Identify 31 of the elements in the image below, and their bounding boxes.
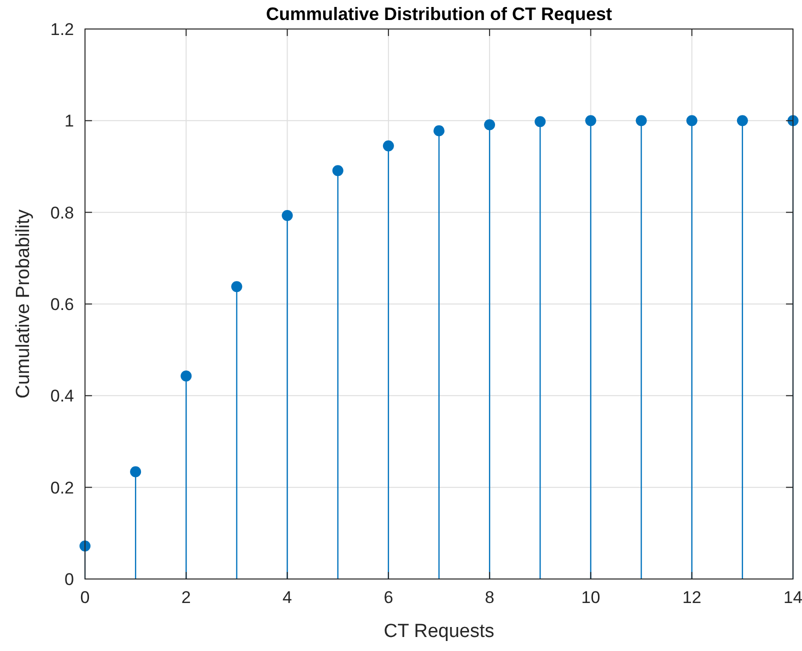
y-tick-label: 0.2: [50, 478, 74, 498]
point: [636, 115, 647, 126]
point: [130, 466, 142, 478]
point: [686, 115, 698, 126]
y-tick-label: 0.4: [50, 386, 74, 406]
y-tick-label: 0: [64, 570, 74, 589]
y-tick-label: 1.2: [50, 20, 74, 39]
x-axis-title: CT Requests: [384, 621, 494, 642]
x-tick-label: 8: [484, 588, 494, 607]
point: [180, 370, 192, 382]
point: [585, 115, 596, 126]
x-tick-label: 6: [384, 588, 394, 607]
point: [534, 116, 546, 128]
point: [332, 165, 344, 176]
x-tick-label: 10: [581, 588, 600, 607]
y-tick-label: 0.8: [50, 203, 74, 222]
y-axis-title: Cumulative Probability: [13, 208, 34, 399]
x-tick-label: 2: [181, 588, 191, 607]
point: [382, 140, 394, 152]
x-tick-label: 14: [784, 588, 802, 607]
y-tick-label: 1: [64, 112, 74, 131]
point: [434, 125, 444, 136]
x-tick-label: 0: [80, 588, 90, 607]
x-tick-label: 12: [682, 588, 702, 607]
point: [484, 119, 496, 130]
point: [736, 115, 748, 126]
point: [231, 281, 242, 292]
y-tick-label: 0.6: [50, 294, 74, 314]
chart-title: Cummulative Distribution of CT Request: [266, 4, 612, 24]
point: [282, 210, 293, 222]
x-tick-label: 4: [282, 588, 292, 607]
